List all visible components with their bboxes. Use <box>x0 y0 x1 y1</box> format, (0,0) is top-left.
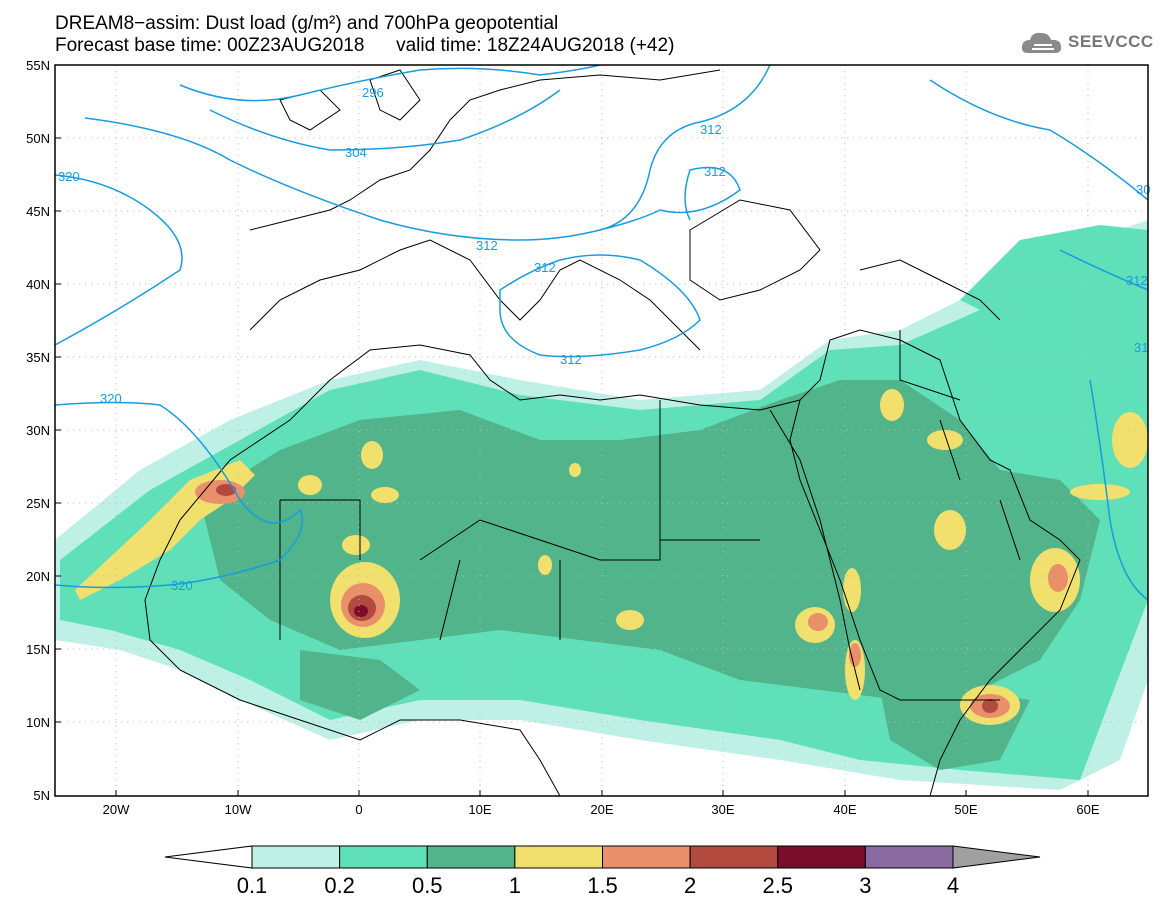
contour-label: 312 <box>476 238 498 253</box>
colorbar-segment <box>602 845 691 869</box>
lat-label: 30N <box>26 423 50 438</box>
logo-text: SEEVCCC <box>1068 32 1154 51</box>
lon-label: 20W <box>103 802 130 817</box>
seevccc-logo: SEEVCCC <box>1020 27 1154 57</box>
contour-label: 312 <box>1126 273 1148 288</box>
lon-label: 50E <box>954 802 977 817</box>
contour-label: 320 <box>58 169 80 184</box>
lat-label: 35N <box>26 350 50 365</box>
cloud-logo-icon <box>1021 32 1062 53</box>
colorbar-tick-label: 0.2 <box>324 873 355 898</box>
colorbar-segment <box>426 845 516 869</box>
contour-label: 304 <box>345 145 367 160</box>
map-title: DREAM8−assim: Dust load (g/m²) and 700hP… <box>55 13 559 34</box>
colorbar-segment <box>689 845 779 869</box>
lat-label: 20N <box>26 569 50 584</box>
contour-labels: 296 304 312 312 312 312 312 320 320 320 … <box>58 85 1150 593</box>
lon-label: 40E <box>833 802 856 817</box>
colorbar-segment <box>251 845 341 869</box>
lat-label: 15N <box>26 642 50 657</box>
lon-label: 0 <box>355 802 362 817</box>
latitude-labels: 55N 50N 45N 40N 35N 30N 25N 20N 15N 10N … <box>26 58 50 803</box>
colorbar-segment <box>952 845 1041 869</box>
lon-label: 30E <box>711 802 734 817</box>
axis-ticks <box>55 137 1089 796</box>
lon-label: 20E <box>590 802 613 817</box>
contour-label: 31 <box>1134 340 1148 355</box>
colorbar-tick-label: 4 <box>947 873 959 898</box>
colorbar-tick-label: 1 <box>509 873 521 898</box>
lat-label: 25N <box>26 496 50 511</box>
colorbar-tick-label: 3 <box>859 873 871 898</box>
lon-label: 10E <box>468 802 491 817</box>
contour-label: 312 <box>560 352 582 367</box>
longitude-labels: 20W 10W 0 10E 20E 30E 40E 50E 60E <box>103 802 1100 817</box>
contour-label: 320 <box>171 578 193 593</box>
colorbar-segment <box>339 845 428 869</box>
contour-label: 320 <box>100 391 122 406</box>
colorbar-tick-label: 0.1 <box>237 873 268 898</box>
colorbar-tick-label: 2.5 <box>762 873 793 898</box>
colorbar: 0.1 0.2 0.5 1 1.5 2 2.5 3 4 <box>164 845 1041 898</box>
lat-label: 55N <box>26 58 50 73</box>
graticule <box>55 65 1148 796</box>
lat-label: 10N <box>26 715 50 730</box>
contour-label: 30 <box>1136 182 1150 197</box>
contour-label: 296 <box>362 85 384 100</box>
contour-label: 312 <box>700 122 722 137</box>
colorbar-tick-label: 2 <box>684 873 696 898</box>
colorbar-segment <box>777 845 866 869</box>
colorbar-segment <box>514 845 603 869</box>
forecast-time-line: Forecast base time: 00Z23AUG2018 valid t… <box>55 35 675 56</box>
dust-load-shading <box>55 220 1148 790</box>
colorbar-tick-label: 1.5 <box>587 873 618 898</box>
contour-label: 312 <box>534 260 556 275</box>
colorbar-tick-label: 0.5 <box>412 873 443 898</box>
colorbar-segment <box>864 845 954 869</box>
lon-label: 60E <box>1076 802 1099 817</box>
coastlines <box>144 69 1081 796</box>
geopotential-contours <box>55 65 1148 601</box>
lat-label: 5N <box>33 788 50 803</box>
contour-label: 312 <box>704 164 726 179</box>
lat-label: 45N <box>26 204 50 219</box>
colorbar-segment <box>164 845 253 869</box>
lat-label: 40N <box>26 277 50 292</box>
lon-label: 10W <box>225 802 252 817</box>
lat-label: 50N <box>26 131 50 146</box>
